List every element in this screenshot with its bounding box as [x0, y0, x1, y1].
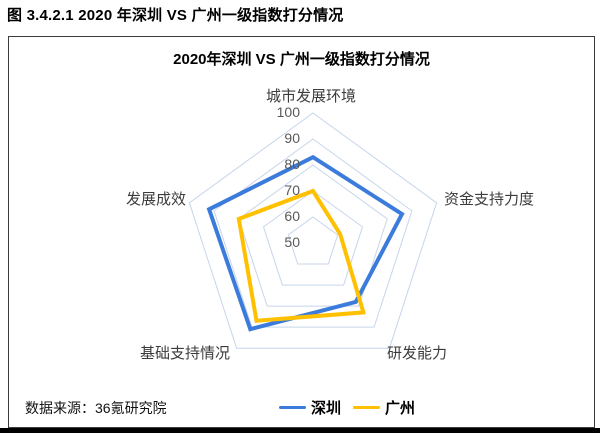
axis-tick-label: 90 [284, 130, 300, 146]
series-line-guangzhou [236, 188, 367, 323]
figure-caption: 图 3.4.2.1 2020 年深圳 VS 广州一级指数打分情况 [7, 7, 344, 24]
axis-tick-label: 70 [284, 182, 300, 198]
category-label: 资金支持力度 [444, 191, 534, 208]
legend-label-guangzhou: 广州 [385, 400, 416, 417]
grid-ring-80 [238, 164, 388, 307]
category-label: 发展成效 [126, 191, 186, 208]
page-bottom-rule [0, 428, 600, 433]
legend-label-shenzhen: 深圳 [311, 400, 342, 417]
grid-ring-60 [287, 216, 339, 265]
legend-item-guangzhou: 广州 [353, 397, 415, 418]
category-label: 基础支持情况 [140, 345, 230, 362]
axis-tick-label: 60 [284, 208, 300, 224]
axis-tick-label: 80 [284, 156, 300, 172]
chart-title: 2020年深圳 VS 广州一级指数打分情况 [173, 51, 430, 68]
grid-ring-100 [188, 112, 438, 349]
chart-frame: 100 90 80 70 60 50 城市发展环境 资金支持力度 研发能力 基础支持情况 发展成效 … [8, 36, 595, 428]
category-label: 城市发展环境 [266, 87, 356, 105]
axis-tick-label: 50 [284, 234, 300, 250]
legend: 深圳 广州 [279, 397, 415, 418]
legend-item-shenzhen: 深圳 [279, 397, 341, 418]
grid-ring-70 [262, 190, 364, 286]
source-note: 数据来源：36氪研究院 [25, 400, 167, 416]
axis-tick-label: 100 [277, 104, 301, 120]
legend-line-sample-guangzhou [353, 406, 381, 409]
legend-line-sample-shenzhen [279, 406, 306, 409]
category-label: 研发能力 [387, 345, 447, 362]
